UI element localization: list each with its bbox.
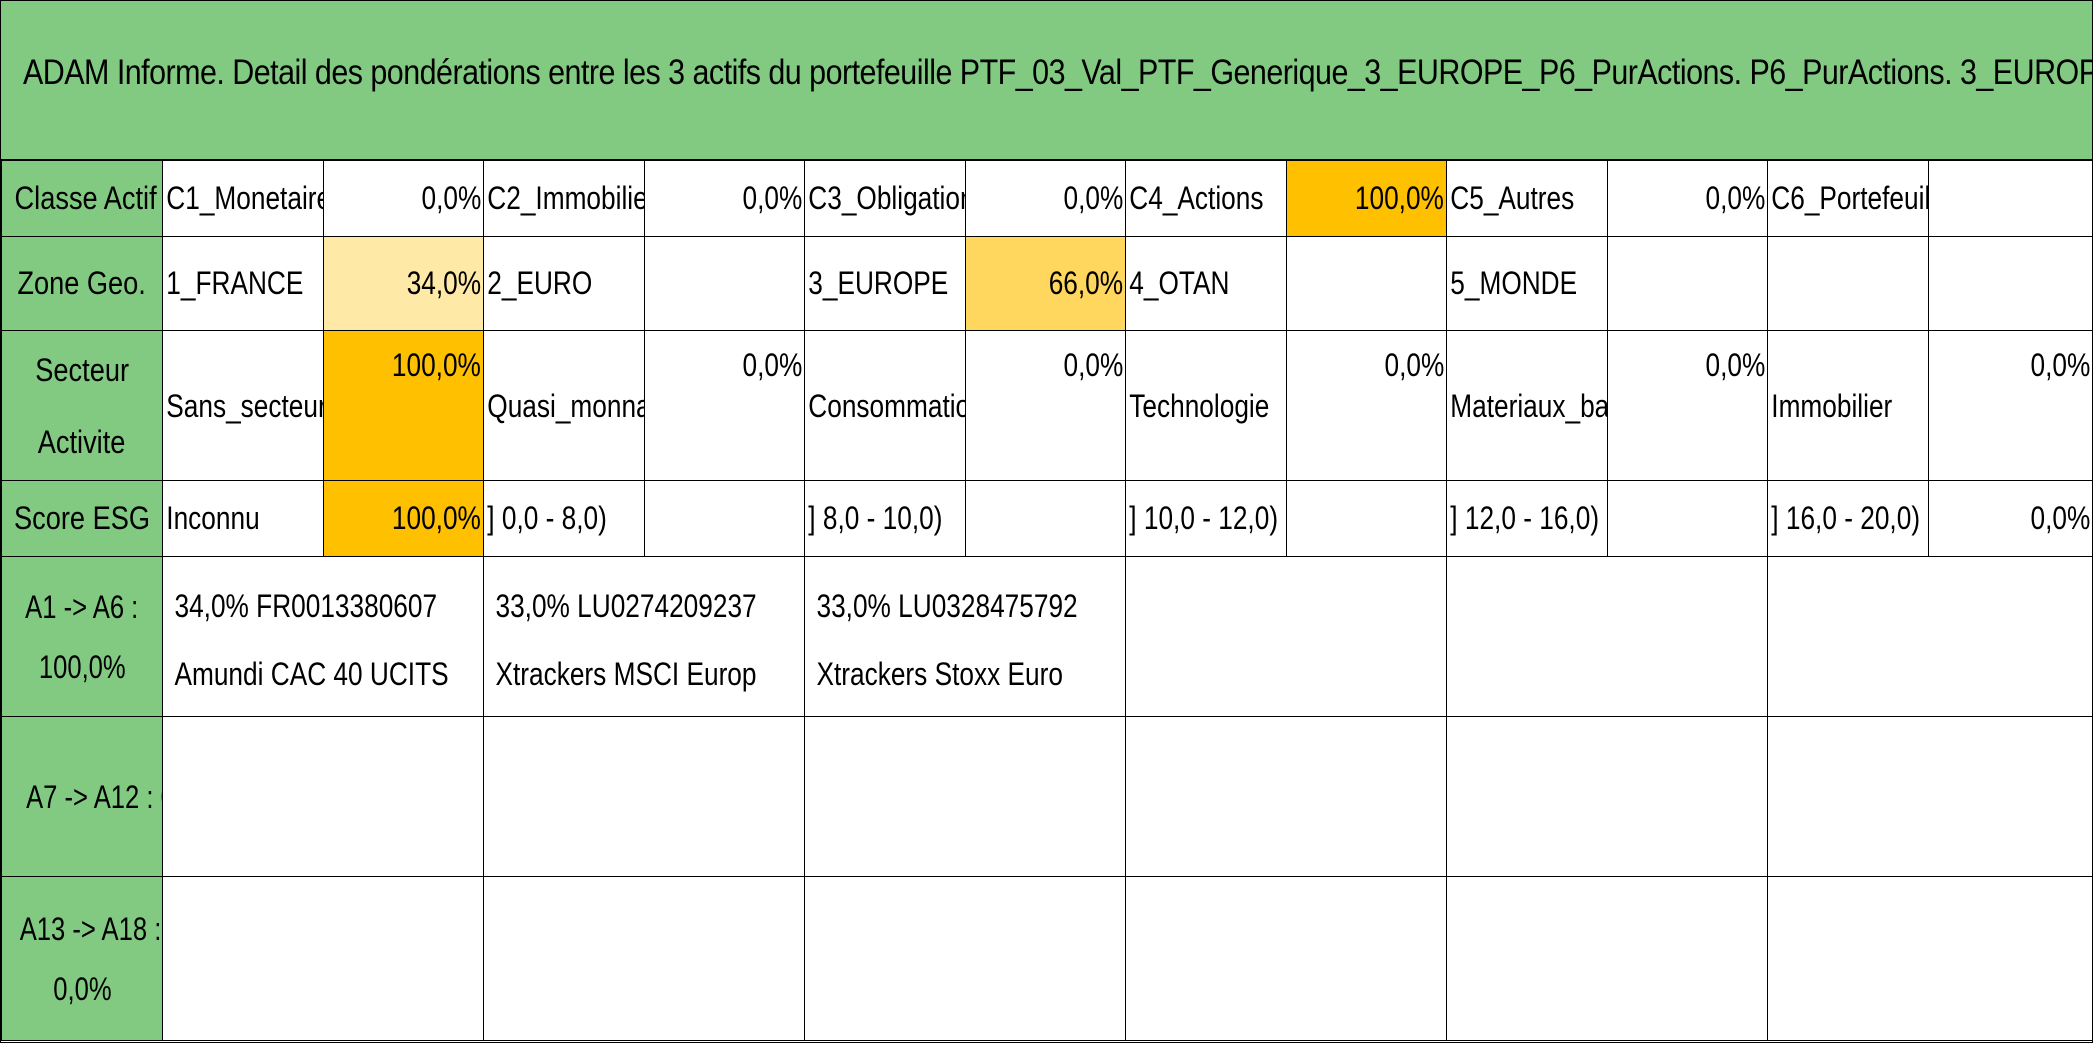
cell-value[interactable]: 0,0% <box>644 160 805 237</box>
asset-cell[interactable] <box>1767 876 2092 1041</box>
cell-value-highlight[interactable]: 66,0% <box>965 236 1126 331</box>
asset-cell[interactable] <box>162 876 484 1041</box>
asset-cell[interactable]: 33,0% LU0274209237 Xtrackers MSCI Europ <box>483 556 805 717</box>
cell-value[interactable] <box>1928 236 2092 331</box>
cell-value[interactable] <box>644 236 805 331</box>
row-score-esg: Score ESG Inconnu 100,0% ] 0,0 - 8,0) ] … <box>1 480 2092 557</box>
cell-value[interactable]: 0,0% <box>1928 480 2092 557</box>
assets-group-header-2: A7 -> A12 : 0,0% <box>1 716 163 877</box>
cell-label[interactable]: ] 10,0 - 12,0) <box>1125 480 1287 557</box>
cell-label[interactable]: C2_Immobilier <box>483 160 645 237</box>
cell-label[interactable] <box>1767 236 1929 331</box>
row-assets-a7-a12: A7 -> A12 : 0,0% <box>1 716 2092 877</box>
asset-cell[interactable] <box>483 716 805 877</box>
cell-value[interactable]: 0,0% <box>965 160 1126 237</box>
cell-label[interactable]: 1_FRANCE <box>162 236 324 331</box>
title-bar: ADAM Informe. Detail des pondérations en… <box>1 1 2092 160</box>
cell-value[interactable] <box>1286 480 1447 557</box>
assets-group-header-1: A1 -> A6 :100,0% <box>1 556 163 717</box>
cell-value-highlight[interactable]: 100,0% <box>323 480 484 557</box>
cell-value-highlight[interactable]: 100,0% <box>323 330 484 481</box>
asset-cell[interactable] <box>483 876 805 1041</box>
cell-value[interactable]: 0,0% <box>1607 330 1768 481</box>
asset-cell[interactable] <box>1125 716 1447 877</box>
cell-value-highlight[interactable]: 34,0% <box>323 236 484 331</box>
cell-label[interactable]: C4_Actions <box>1125 160 1287 237</box>
row-header-zone-geo: Zone Geo. <box>1 236 163 331</box>
assets-group-header-3: A13 -> A18 :0,0% <box>1 876 163 1041</box>
asset-cell[interactable] <box>1446 556 1768 717</box>
cell-value[interactable]: 0,0% <box>323 160 484 237</box>
cell-label[interactable]: ] 16,0 - 20,0) <box>1767 480 1929 557</box>
cell-value[interactable] <box>1286 236 1447 331</box>
cell-label[interactable]: Materiaux_base <box>1446 330 1608 481</box>
cell-value[interactable] <box>1607 236 1768 331</box>
cell-value[interactable] <box>1607 480 1768 557</box>
cell-label[interactable]: Sans_secteur <box>162 330 324 481</box>
page-title: ADAM Informe. Detail des pondérations en… <box>23 53 2093 92</box>
cell-label[interactable]: 4_OTAN <box>1125 236 1287 331</box>
cell-value[interactable] <box>1928 160 2092 237</box>
cell-value[interactable]: 0,0% <box>1286 330 1447 481</box>
cell-label[interactable]: Inconnu <box>162 480 324 557</box>
cell-label[interactable]: C3_Obligations <box>804 160 966 237</box>
cell-label[interactable]: C1_Monetaire <box>162 160 324 237</box>
cell-value[interactable]: 0,0% <box>965 330 1126 481</box>
cell-value[interactable]: 0,0% <box>644 330 805 481</box>
cell-label[interactable]: ] 0,0 - 8,0) <box>483 480 645 557</box>
asset-cell[interactable]: 33,0% LU0328475792 Xtrackers Stoxx Euro <box>804 556 1126 717</box>
row-zone-geo: Zone Geo. 1_FRANCE 34,0% 2_EURO 3_EUROPE… <box>1 236 2092 331</box>
row-classe-actif: Classe Actif C1_Monetaire 0,0% C2_Immobi… <box>1 160 2092 237</box>
row-assets-a13-a18: A13 -> A18 :0,0% <box>1 876 2092 1041</box>
cell-label[interactable]: Consommation_cyclique <box>804 330 966 481</box>
row-assets-a1-a6: A1 -> A6 :100,0% 34,0% FR0013380607 Amund… <box>1 556 2092 717</box>
asset-cell[interactable] <box>804 876 1126 1041</box>
asset-cell[interactable] <box>1125 876 1447 1041</box>
row-secteur-activite: Secteur Activite Sans_secteur 100,0% Quas… <box>1 330 2092 481</box>
cell-value-highlight[interactable]: 100,0% <box>1286 160 1447 237</box>
row-header-classe-actif: Classe Actif <box>1 160 163 237</box>
cell-label[interactable]: 5_MONDE <box>1446 236 1608 331</box>
asset-cell[interactable] <box>1767 556 2092 717</box>
cell-label[interactable]: Technologie <box>1125 330 1287 481</box>
asset-cell[interactable] <box>1125 556 1447 717</box>
asset-cell[interactable] <box>804 716 1126 877</box>
cell-label[interactable]: ] 8,0 - 10,0) <box>804 480 966 557</box>
cell-label[interactable]: 2_EURO <box>483 236 645 331</box>
asset-cell[interactable]: 34,0% FR0013380607 Amundi CAC 40 UCITS <box>162 556 484 717</box>
asset-cell[interactable] <box>1446 716 1768 877</box>
cell-label[interactable]: C6_Portefeuille <box>1767 160 1929 237</box>
asset-cell[interactable] <box>162 716 484 877</box>
cell-value[interactable]: 0,0% <box>1928 330 2092 481</box>
cell-value[interactable] <box>965 480 1126 557</box>
cell-label[interactable]: ] 12,0 - 16,0) <box>1446 480 1608 557</box>
row-header-score-esg: Score ESG <box>1 480 163 557</box>
cell-label[interactable]: Immobilier <box>1767 330 1929 481</box>
cell-label[interactable]: 3_EUROPE <box>804 236 966 331</box>
cell-label[interactable]: C5_Autres <box>1446 160 1608 237</box>
cell-label[interactable]: Quasi_monnaie <box>483 330 645 481</box>
cell-value[interactable]: 0,0% <box>1607 160 1768 237</box>
allocation-table: Classe Actif C1_Monetaire 0,0% C2_Immobi… <box>1 160 2092 1041</box>
row-header-secteur: Secteur Activite <box>1 330 163 481</box>
asset-cell[interactable] <box>1446 876 1768 1041</box>
asset-cell[interactable] <box>1767 716 2092 877</box>
cell-value[interactable] <box>644 480 805 557</box>
